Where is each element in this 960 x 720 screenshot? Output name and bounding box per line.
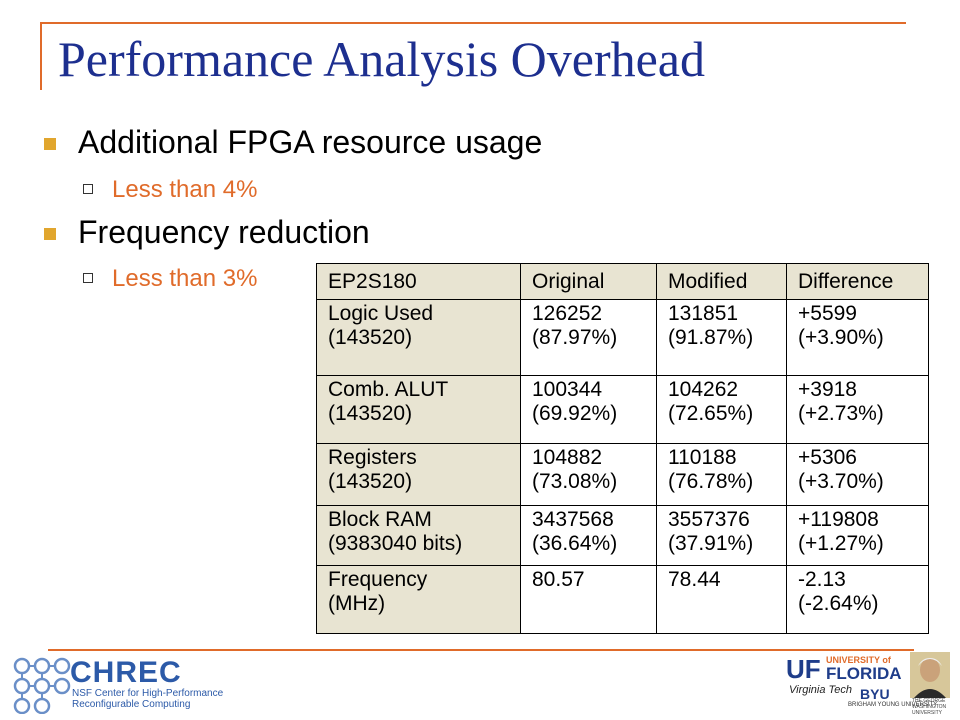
row-label: Frequency (MHz) [316, 565, 521, 634]
left-rule [40, 22, 42, 90]
bullet-frequency: Frequency reduction [44, 214, 370, 251]
header-cell: Original [520, 263, 657, 300]
cell-original: 3437568 (36.64%) [520, 505, 657, 566]
chrec-subtitle: NSF Center for High-Performance Reconfigu… [72, 688, 224, 710]
bullet-resource-usage: Additional FPGA resource usage [44, 124, 543, 161]
cell-difference: +5306 (+3.70%) [786, 443, 929, 506]
sub-bullet-resource: Less than 4% [83, 176, 258, 204]
byu-subtitle: BRIGHAM YOUNG UNIVERSITY [848, 702, 938, 708]
cell-original: 104882 (73.08%) [520, 443, 657, 506]
chrec-logo-icon [13, 657, 71, 714]
cell-modified: 131851 (91.87%) [656, 299, 787, 376]
cell-original: 80.57 [520, 565, 657, 634]
byu-logo: BYU [860, 686, 890, 702]
sub-bullet-text: Less than 3% [112, 265, 258, 292]
row-label: Comb. ALUT (143520) [316, 375, 521, 444]
cell-difference: +5599 (+3.90%) [786, 299, 929, 376]
bullet-text: Additional FPGA resource usage [78, 124, 543, 160]
header-cell: EP2S180 [316, 263, 521, 300]
chrec-name: CHREC [70, 656, 182, 689]
table-row: Logic Used (143520) 126252 (87.97%) 131851… [316, 299, 929, 376]
table-row: Registers (143520) 104882 (73.08%) 110188(… [316, 443, 929, 506]
overhead-table: EP2S180 Original Modified Difference Log… [316, 263, 929, 634]
cell-difference: +119808 (+1.27%) [786, 505, 929, 566]
uf-florida-label: FLORIDA [826, 664, 902, 683]
uf-university-label: UNIVERSITY of [826, 655, 891, 665]
cell-modified: 3557376 (37.91%) [656, 505, 787, 566]
cell-modified: 104262 (72.65%) [656, 375, 787, 444]
square-bullet-icon [44, 228, 56, 240]
uf-logo: UF [786, 654, 821, 684]
bottom-rule [48, 649, 914, 651]
cell-original: 100344 (69.92%) [520, 375, 657, 444]
cell-difference: -2.13 (-2.64%) [786, 565, 929, 634]
table-row: Frequency (MHz) 80.57 78.44 -2.13 (-2.64%) [316, 565, 929, 634]
george-washington-portrait-icon [910, 652, 950, 698]
row-label: Registers (143520) [316, 443, 521, 506]
table-header-row: EP2S180 Original Modified Difference [316, 263, 929, 300]
top-rule [40, 22, 906, 24]
checkbox-bullet-icon [83, 184, 93, 194]
header-cell: Modified [656, 263, 787, 300]
virginia-tech-logo: Virginia Tech [789, 684, 852, 696]
row-label: Logic Used (143520) [316, 299, 521, 376]
gw-subtitle: THE GEORGE WASHINGTON UNIVERSITY [912, 698, 947, 716]
cell-modified: 110188 (76.78%) [656, 443, 787, 506]
header-cell: Difference [786, 263, 929, 300]
cell-modified: 78.44 [656, 565, 787, 634]
bullet-text: Frequency reduction [78, 214, 370, 250]
cell-original: 126252 (87.97%) [520, 299, 657, 376]
table-row: Block RAM (9383040 bits) 3437568 (36.64%) … [316, 505, 929, 566]
cell-difference: +3918 (+2.73%) [786, 375, 929, 444]
checkbox-bullet-icon [83, 273, 93, 283]
sub-bullet-text: Less than 4% [112, 176, 258, 203]
slide-title: Performance Analysis Overhead [58, 31, 705, 87]
table-row: Comb. ALUT (143520) 100344 (69.92%) 104262… [316, 375, 929, 444]
row-label: Block RAM (9383040 bits) [316, 505, 521, 566]
square-bullet-icon [44, 138, 56, 150]
sub-bullet-frequency: Less than 3% [83, 265, 258, 293]
